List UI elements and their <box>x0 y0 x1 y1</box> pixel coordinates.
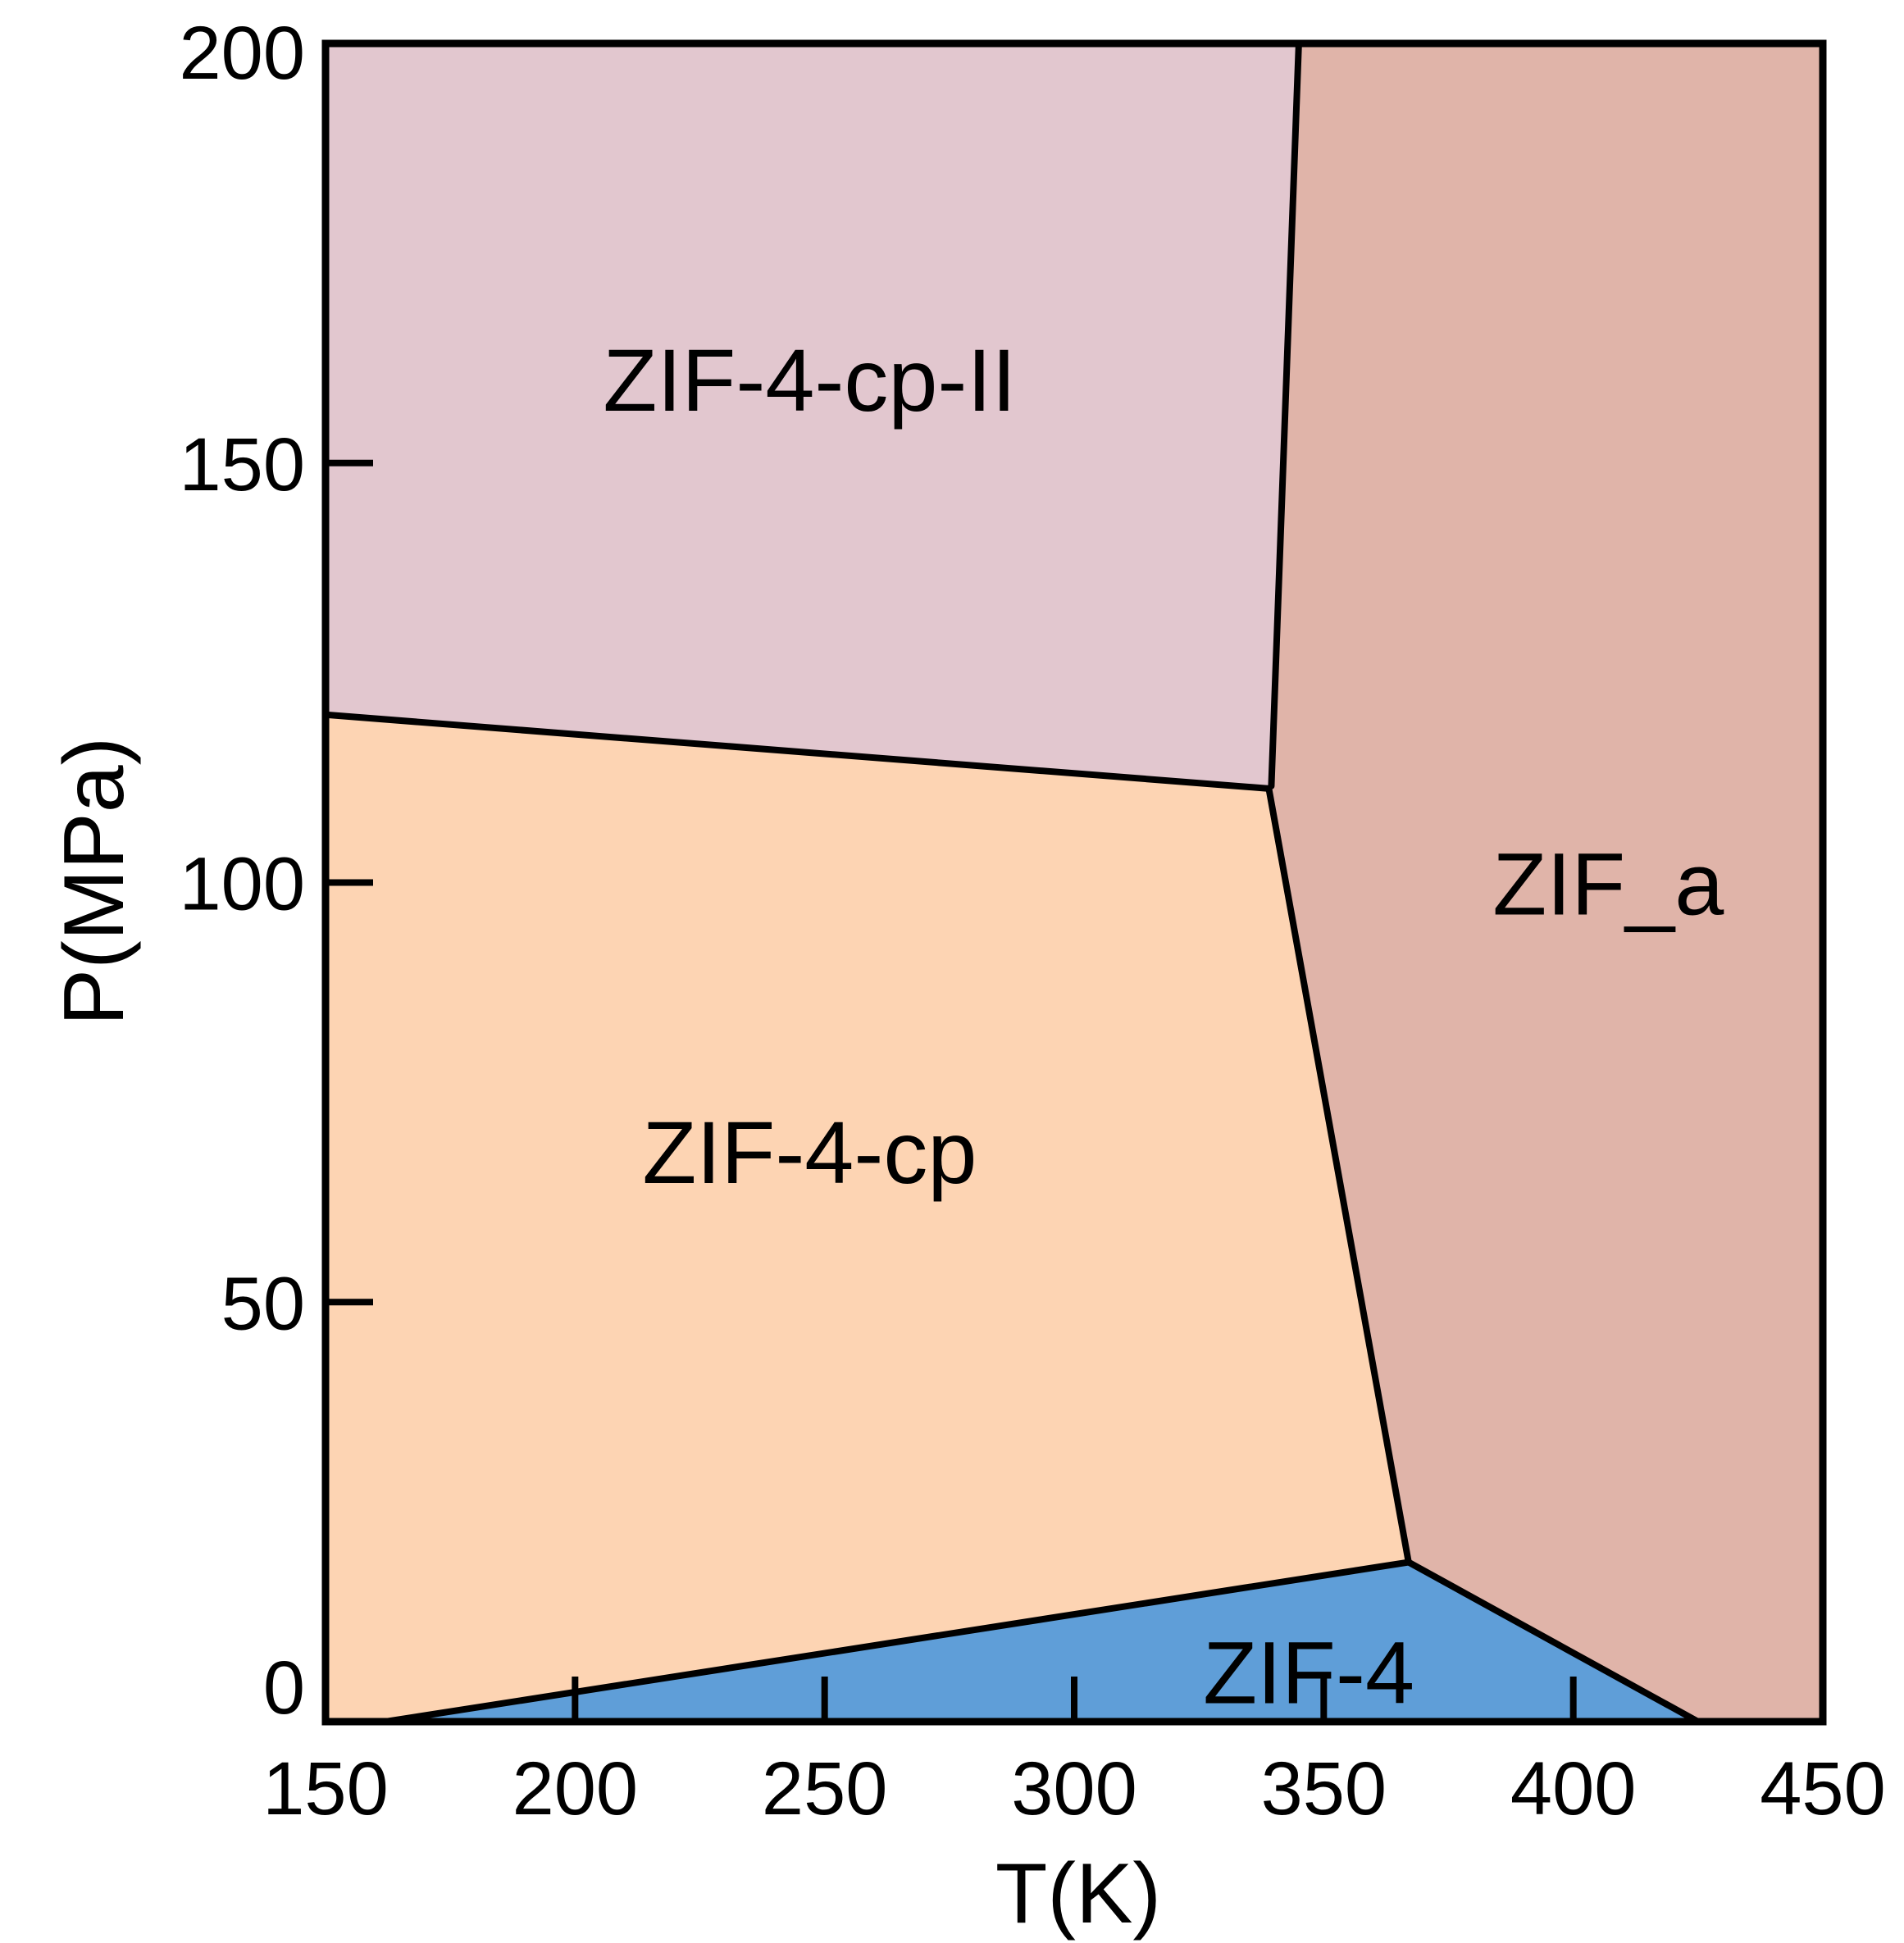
phase-label-zif-a: ZIF_a <box>1492 834 1724 933</box>
region-zif-4-cp <box>326 714 1409 1722</box>
y-tick-label-150: 150 <box>180 423 306 507</box>
phase-boundary-3 <box>382 1558 1412 1725</box>
phase-boundary-4 <box>1405 1558 1701 1725</box>
phase-boundary-1 <box>1268 40 1302 789</box>
y-tick-label-50: 50 <box>221 1262 305 1345</box>
region-zif-a <box>1271 43 1823 1722</box>
region-zif-4 <box>385 1562 1698 1722</box>
phase-boundaries <box>322 40 1701 1725</box>
x-tick-label-250: 250 <box>762 1747 888 1831</box>
y-tick-label-200: 200 <box>180 11 306 95</box>
phase-regions <box>326 43 1823 1722</box>
phase-labels: ZIF-4-cp-II ZIF_a ZIF-4-cp ZIF-4 <box>603 330 1724 1722</box>
phase-boundary-2 <box>1265 785 1412 1566</box>
y-tick-label-100: 100 <box>180 843 306 926</box>
x-tick-label-200: 200 <box>512 1747 639 1831</box>
x-tick-label-300: 300 <box>1011 1747 1137 1831</box>
x-tick-label-150: 150 <box>262 1747 389 1831</box>
axis-ticks <box>326 459 1577 1722</box>
phase-label-zif-4-cp-ii: ZIF-4-cp-II <box>603 330 1016 430</box>
phase-boundary-0 <box>322 711 1273 792</box>
x-tick-label-450: 450 <box>1760 1747 1886 1831</box>
y-axis-label: P(MPa) <box>47 737 142 1026</box>
region-zif-4-cp-ii <box>326 43 1299 789</box>
tick-labels: 150 200 250 300 350 400 450 0 50 100 150 200 <box>180 11 1886 1831</box>
y-tick-label-0: 0 <box>263 1646 305 1730</box>
phase-label-zif-4-cp: ZIF-4-cp <box>642 1103 977 1202</box>
x-tick-label-350: 350 <box>1261 1747 1387 1831</box>
x-tick-label-400: 400 <box>1510 1747 1637 1831</box>
plot-frame <box>321 39 1827 1726</box>
x-axis-label: T(K) <box>995 1846 1161 1941</box>
phase-label-zif-4: ZIF-4 <box>1203 1622 1414 1722</box>
